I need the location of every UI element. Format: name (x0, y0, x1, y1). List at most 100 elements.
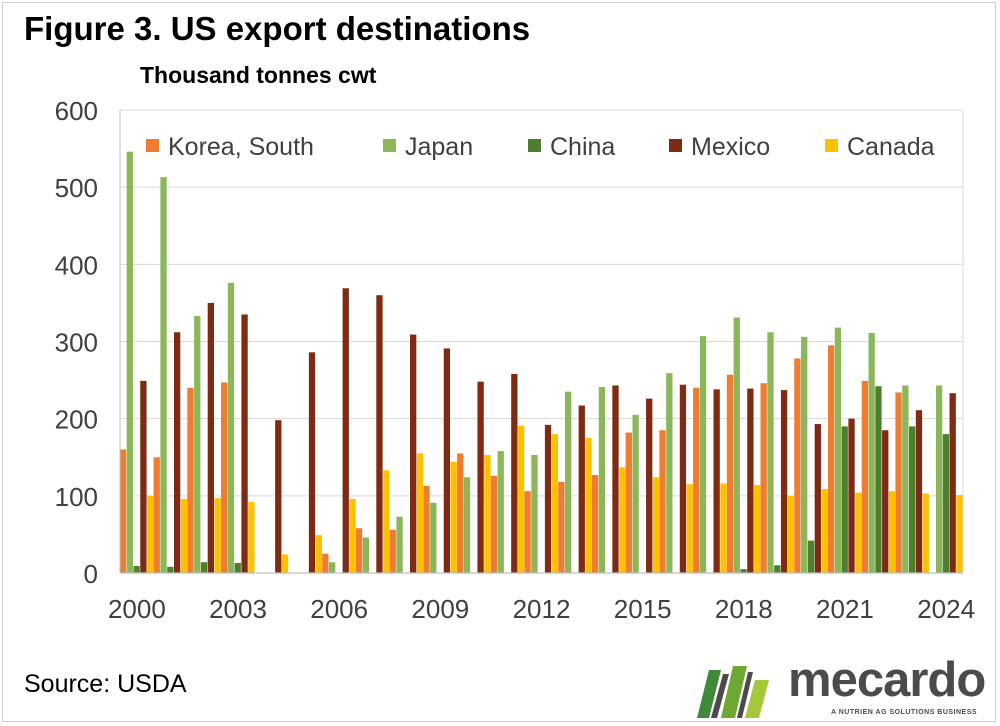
bar-mexico-2023 (915, 410, 923, 573)
y-axis-unit-label: Thousand tonnes cwt (140, 62, 377, 88)
logo-mark-icon (697, 666, 769, 718)
legend-swatch (528, 139, 541, 152)
bar-canada-2024 (956, 495, 963, 573)
bar-korea-south-2012 (524, 491, 531, 573)
x-tick-labels: 2000 2003 2006 2009 2012 2015 2018 2021 2024 (108, 594, 975, 624)
bar-korea-south-2002 (187, 387, 194, 573)
bar-korea-south-2007 (355, 528, 363, 573)
bar-canada-2008 (416, 453, 424, 573)
bar-china-2019 (774, 565, 781, 573)
bar-china-2020 (807, 540, 815, 573)
bar-korea-south-2009 (423, 485, 430, 573)
bar-canada-2007 (383, 470, 390, 573)
bar-mexico-2011 (511, 373, 518, 573)
bar-mexico-2002 (207, 302, 214, 573)
x-tick-label: 2009 (411, 594, 469, 624)
bar-japan-2011 (497, 451, 504, 573)
bar-japan-2017 (699, 336, 707, 573)
bar-china-2023 (909, 426, 916, 573)
bar-canada-2015 (652, 477, 660, 573)
source-note: Source: USDA (24, 670, 187, 698)
bar-mexico-2021 (848, 418, 855, 573)
bar-mexico-2003 (241, 314, 248, 573)
bar-canada-2016 (686, 484, 693, 573)
bar-mexico-2006 (342, 288, 349, 573)
bar-korea-south-2018 (726, 374, 734, 573)
bar-japan-2018 (733, 317, 740, 573)
bar-canada-2019 (787, 495, 795, 573)
bar-korea-south-2003 (221, 382, 228, 573)
logo-wordmark: mecardo (788, 653, 986, 707)
bar-mexico-2005 (308, 352, 316, 573)
bar-japan-2016 (666, 373, 673, 573)
bar-canada-2013 (585, 437, 592, 573)
bar-japan-2024 (935, 385, 943, 573)
bar-canada-2002 (214, 498, 221, 573)
bar-mexico-2018 (747, 388, 754, 573)
bar-canada-2014 (619, 467, 626, 573)
bar-mexico-2009 (443, 348, 451, 573)
bar-korea-south-2015 (625, 432, 632, 573)
bar-korea-south-2006 (322, 553, 329, 573)
bar-mexico-2019 (780, 390, 788, 573)
x-tick-label: 2021 (816, 594, 874, 624)
bar-china-2021 (841, 426, 848, 573)
bar-canada-2005 (315, 535, 322, 573)
bar-mexico-2004 (275, 420, 282, 573)
bar-canada-2006 (349, 498, 356, 573)
bar-korea-south-2001 (153, 457, 160, 573)
bar-korea-south-2023 (895, 392, 902, 573)
y-tick-label: 0 (84, 559, 98, 589)
bar-japan-2007 (362, 537, 369, 573)
bar-mexico-2008 (410, 334, 417, 573)
bar-mexico-2012 (544, 424, 552, 573)
bar-korea-south-2010 (457, 453, 464, 573)
bar-japan-2019 (767, 332, 774, 573)
bar-korea-south-2011 (490, 475, 498, 573)
legend-swatch (146, 139, 159, 152)
bar-mexico-2017 (713, 389, 720, 573)
mecardo-logo: mecardo A NUTRIEN AG SOLUTIONS BUSINESS (693, 653, 993, 722)
bar-canada-2011 (517, 425, 525, 573)
bar-canada-2018 (754, 485, 761, 573)
bar-japan-2000 (126, 151, 133, 574)
bar-mexico-2016 (679, 384, 687, 573)
legend-label: Canada (847, 133, 935, 161)
bar-korea-south-2017 (693, 387, 700, 573)
bar-canada-2010 (484, 454, 491, 573)
bar-canada-2001 (180, 498, 188, 573)
bar-mexico-2001 (173, 332, 181, 573)
bar-korea-south-2016 (659, 430, 666, 573)
bar-korea-south-2008 (389, 529, 396, 573)
bar-japan-2015 (632, 414, 639, 573)
y-tick-labels: 0 100 200 300 400 500 600 (55, 96, 98, 589)
bar-china-2001 (167, 566, 174, 573)
bar-japan-2010 (463, 477, 471, 573)
y-tick-label: 600 (55, 96, 98, 126)
legend-swatch (825, 139, 838, 152)
bar-japan-2012 (531, 454, 538, 573)
legend-label: Korea, South (168, 133, 314, 161)
bar-japan-2009 (430, 502, 437, 573)
bar-korea-south-2020 (794, 358, 801, 573)
bar-japan-2001 (160, 177, 167, 573)
y-tick-label: 400 (55, 250, 98, 280)
y-tick-label: 200 (55, 405, 98, 435)
legend-swatch (669, 139, 682, 152)
bar-mexico-2014 (612, 385, 619, 573)
bar-mexico-2007 (376, 295, 383, 573)
bar-canada-2017 (720, 483, 727, 573)
bar-china-2002 (200, 562, 208, 573)
bar-japan-2020 (801, 336, 808, 573)
bar-canada-2020 (821, 488, 828, 573)
bar-japan-2021 (834, 327, 842, 573)
bar-mexico-2013 (578, 405, 585, 573)
x-tick-label: 2012 (513, 594, 571, 624)
bar-canada-2000 (147, 495, 154, 573)
x-tick-label: 2024 (917, 594, 975, 624)
bar-korea-south-2022 (861, 380, 868, 573)
bar-japan-2013 (565, 391, 572, 573)
bar-mexico-2015 (646, 398, 653, 573)
